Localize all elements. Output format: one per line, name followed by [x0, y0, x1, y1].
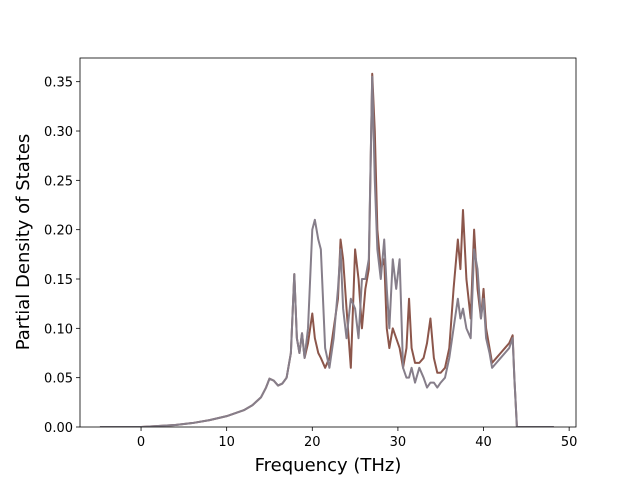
y-tick-label: 0.10	[44, 322, 73, 337]
x-tick-label: 20	[304, 435, 321, 450]
y-tick-label: 0.25	[44, 174, 73, 189]
series-line	[99, 75, 554, 427]
y-tick-label: 0.30	[44, 125, 73, 140]
y-tick-label: 0.00	[44, 421, 73, 436]
x-tick-label: 30	[390, 435, 407, 450]
x-axis-label: Frequency (THz)	[255, 455, 402, 476]
x-tick-label: 0	[137, 435, 145, 450]
series-line	[99, 72, 554, 427]
plot-lines	[99, 72, 554, 427]
x-tick-label: 40	[475, 435, 492, 450]
y-tick-label: 0.05	[44, 372, 73, 387]
x-tick-label: 50	[561, 435, 578, 450]
plot-frame	[79, 57, 577, 428]
y-tick-label: 0.35	[44, 76, 73, 91]
y-axis-label: Partial Density of States	[13, 134, 34, 351]
x-tick-label: 10	[218, 435, 235, 450]
y-tick-label: 0.15	[44, 273, 73, 288]
y-tick-label: 0.20	[44, 224, 73, 239]
